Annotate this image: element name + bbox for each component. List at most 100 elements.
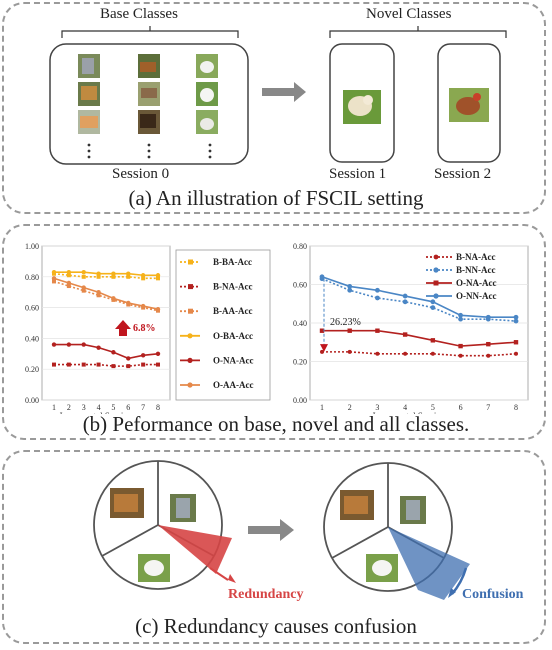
chart-left: 0.00 0.20 0.40 0.60 0.80 1.00 1 2 3 4 5 6 7 8 Incremen… <box>25 242 271 414</box>
series-line-b-na-acc <box>322 351 517 357</box>
data-point-o-nn-acc <box>485 314 491 320</box>
ellipsis-dots <box>87 143 212 159</box>
data-point-b-na-acc <box>111 364 116 369</box>
data-point-b-na-acc <box>403 351 408 356</box>
data-point-o-ba-acc <box>155 273 161 278</box>
data-point-b-na-acc <box>96 362 101 367</box>
legend-marker <box>433 280 439 286</box>
x-tick-label: 8 <box>156 403 160 412</box>
data-point-o-aa-acc <box>140 303 146 309</box>
x-tick-label: 2 <box>348 403 352 412</box>
x-tick-label: 2 <box>67 403 71 412</box>
panel-b <box>2 224 546 440</box>
y-tick-label: 1.00 <box>25 242 39 251</box>
data-point-o-ba-acc <box>51 269 57 275</box>
series-line-b-ba-acc <box>53 272 158 280</box>
y-tick-label: 0.40 <box>25 334 39 343</box>
data-point-b-nn-acc <box>375 295 380 301</box>
legend-marker <box>188 259 193 265</box>
confusion-arrow-icon <box>448 588 456 598</box>
data-point-b-na-acc <box>458 353 463 358</box>
data-point-o-na-acc <box>430 338 436 343</box>
x-tick-label: 4 <box>97 403 101 412</box>
data-point-b-na-acc <box>126 364 131 369</box>
data-point-o-aa-acc <box>126 300 131 306</box>
legend-marker <box>188 284 193 290</box>
data-point-o-aa-acc <box>81 285 86 290</box>
data-point-o-nn-acc <box>513 314 519 320</box>
annotation-6-8: 6.8% <box>133 323 156 334</box>
pie-left <box>93 460 236 590</box>
caption-a: (a) An illustration of FSCIL setting <box>128 186 424 210</box>
redundancy-arrow-icon <box>228 574 236 583</box>
novel-brace <box>329 26 507 38</box>
y-tick-label: 0.20 <box>25 365 39 374</box>
decline-arrow-icon <box>320 344 328 352</box>
data-point-o-na-acc <box>513 340 519 345</box>
legend-marker <box>187 382 193 388</box>
data-point-o-na-acc <box>126 356 131 361</box>
data-point-b-nn-acc <box>513 318 519 324</box>
data-point-o-na-acc <box>402 332 408 337</box>
y-tick-label: 0.20 <box>293 358 307 367</box>
data-point-b-nn-acc <box>430 305 436 310</box>
x-axis-label: Incremental Session <box>373 411 446 414</box>
chart-right: 0.00 0.20 0.40 0.60 0.80 1 2 3 4 5 6 7 8 Incremental … <box>293 242 529 414</box>
data-point-o-aa-acc <box>66 280 72 286</box>
legend-label: O-BA-Acc <box>213 331 253 341</box>
data-point-o-na-acc <box>458 343 463 349</box>
confusion-wedge <box>388 527 470 600</box>
legend-marker <box>433 293 439 299</box>
x-tick-label: 5 <box>111 403 115 412</box>
series-line-b-na-acc <box>54 363 158 367</box>
data-point-o-na-acc <box>375 328 380 333</box>
series-line-b-nn-acc <box>321 277 517 322</box>
legend-label: O-NN-Acc <box>456 291 496 301</box>
transition-arrow-icon <box>248 519 294 541</box>
data-point-b-ba-acc <box>96 274 101 279</box>
x-tick-label: 7 <box>486 403 490 412</box>
data-point-b-nn-acc <box>347 287 353 293</box>
panel-a <box>2 2 546 214</box>
y-tick-label: 0.80 <box>293 242 307 251</box>
data-point-b-aa-acc <box>52 279 56 284</box>
data-point-b-ba-acc <box>156 276 160 281</box>
legend-label: O-NA-Acc <box>456 278 496 288</box>
data-point-b-ba-acc <box>66 273 71 278</box>
legend-left: B-BA-Acc B-NA-Acc B-AA-Acc O-BA-Acc O-NA-Acc… <box>175 249 271 401</box>
confusion-label: Confusion <box>462 587 524 602</box>
data-point-o-nn-acc <box>347 284 353 289</box>
data-point-b-na-acc <box>486 353 491 358</box>
data-point-b-nn-acc <box>458 316 463 322</box>
y-tick-label: 0.60 <box>25 304 39 313</box>
data-point-b-na-acc <box>81 362 86 367</box>
caption-b: (b) Peformance on base, novel and all cl… <box>82 412 470 436</box>
series-line-o-na-acc <box>54 343 159 360</box>
data-point-b-na-acc <box>320 349 324 354</box>
x-tick-label: 7 <box>141 403 145 412</box>
novel-classes-label: Novel Classes <box>366 6 452 22</box>
data-point-o-aa-acc <box>96 290 101 295</box>
data-point-o-nn-acc <box>430 299 436 305</box>
x-tick-label: 6 <box>126 403 130 412</box>
x-tick-label: 3 <box>82 403 86 412</box>
x-tick-label: 1 <box>52 403 56 412</box>
session-arrow-icon <box>262 82 306 102</box>
data-point-b-na-acc <box>141 362 146 367</box>
fscil-illustration <box>49 26 507 165</box>
legend-label: B-BA-Acc <box>213 257 252 267</box>
data-point-b-na-acc <box>156 362 160 367</box>
series-line-o-na-acc <box>322 329 517 347</box>
data-point-b-na-acc <box>52 362 56 367</box>
data-point-o-nn-acc <box>319 274 325 280</box>
legend-left-frame <box>175 249 271 401</box>
session2-label: Session 2 <box>434 166 492 182</box>
data-point-o-nn-acc <box>402 293 408 299</box>
data-point-o-nn-acc <box>375 287 380 293</box>
data-point-o-na-acc <box>347 328 352 333</box>
base-image-grid <box>78 54 218 134</box>
x-axis-label: Incremental Session <box>60 411 133 414</box>
data-point-o-ba-acc <box>111 271 116 276</box>
session1-label: Session 1 <box>329 166 387 182</box>
data-point-o-na-acc <box>81 342 86 347</box>
